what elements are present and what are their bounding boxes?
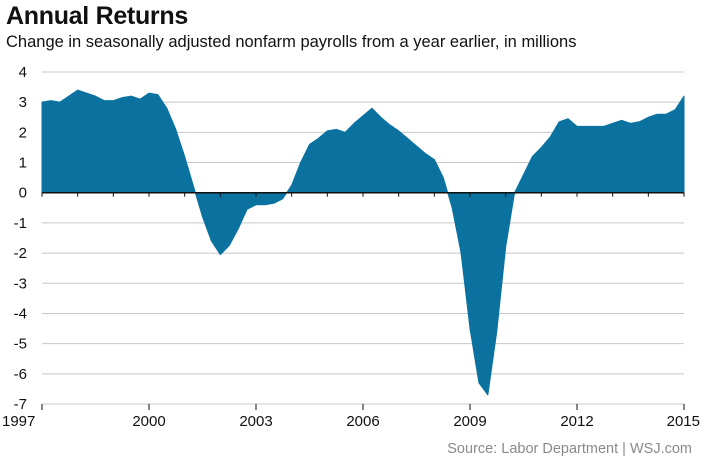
y-tick-label: 2 — [19, 124, 27, 141]
y-tick-label: 4 — [19, 64, 27, 81]
grid-layer — [42, 71, 684, 405]
chart-title: Annual Returns — [6, 2, 188, 30]
axis-layer — [41, 191, 685, 410]
y-tick-label: 1 — [19, 155, 27, 172]
y-tick-label: 0 — [19, 185, 27, 202]
area-layer — [41, 89, 685, 396]
x-tick-label: 2009 — [453, 413, 486, 430]
x-tick-label: 2015 — [667, 413, 700, 430]
y-tick-label: -7 — [14, 396, 27, 413]
y-tick-label: -1 — [14, 215, 27, 232]
x-tick-label: 2012 — [560, 413, 593, 430]
y-tick-label: -4 — [14, 305, 27, 322]
x-tick-label: 2006 — [346, 413, 379, 430]
x-tick-label: 2000 — [132, 413, 165, 430]
y-tick-label: -6 — [14, 366, 27, 383]
x-tick-label: 1997 — [2, 413, 35, 430]
y-tick-label: -2 — [14, 245, 27, 262]
payrolls-area — [41, 89, 685, 396]
x-tick-label: 2003 — [239, 413, 272, 430]
source-credit: Source: Labor Department | WSJ.com — [447, 441, 692, 457]
chart-subtitle: Change in seasonally adjusted nonfarm pa… — [6, 33, 577, 51]
y-tick-label: 3 — [19, 94, 27, 111]
y-tick-label: -5 — [14, 336, 27, 353]
y-tick-label: -3 — [14, 275, 27, 292]
